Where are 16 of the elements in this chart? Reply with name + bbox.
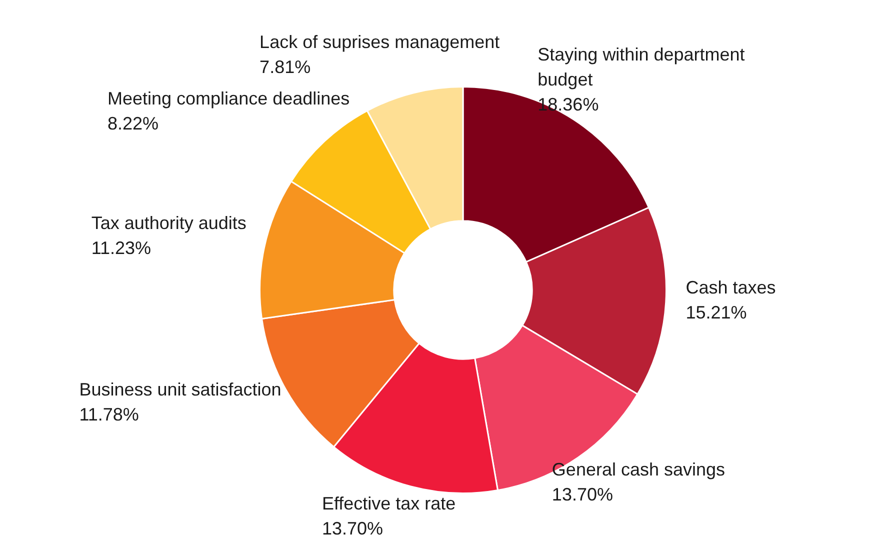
data-label: 13.70%	[552, 484, 613, 504]
data-label: 18.36%	[538, 94, 599, 114]
slice-label: Cash taxes	[686, 277, 776, 298]
slice-label: Meeting compliance deadlines	[108, 88, 350, 108]
slice-label: Lack of suprises management	[260, 32, 500, 52]
data-label: 15.21%	[686, 302, 747, 322]
data-label: 8.22%	[108, 113, 159, 134]
slice-label: Business unit satisfaction	[79, 380, 282, 400]
data-label: 13.70%	[322, 518, 384, 538]
data-label: 11.78%	[79, 404, 139, 425]
slice-label: Staying within department budget	[538, 44, 745, 90]
slice-label: Tax authority audits	[91, 213, 246, 234]
data-label: 11.23%	[91, 238, 152, 258]
slice-label: Effective tax rate	[322, 493, 456, 514]
data-label: 7.81%	[260, 56, 311, 77]
slice-label: General cash savings	[552, 459, 726, 480]
